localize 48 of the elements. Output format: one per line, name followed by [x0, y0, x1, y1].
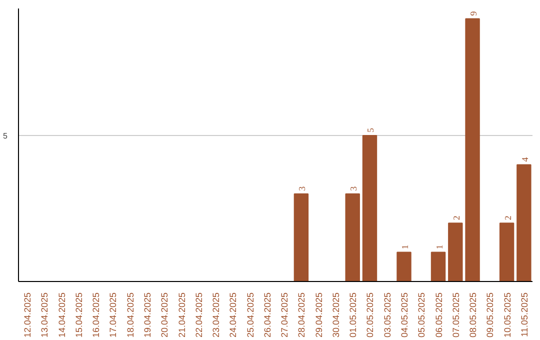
data-label: 4 [520, 156, 530, 162]
x-tick-label: 17.04.2025 [108, 292, 118, 338]
x-tick-label: 11.05.2025 [519, 292, 530, 337]
x-tick-label: 06.05.2025 [434, 292, 444, 338]
x-tick-label: 27.04.2025 [280, 292, 290, 338]
x-tick-label: 10.05.2025 [502, 292, 512, 338]
x-tick-label: 25.04.2025 [245, 292, 256, 338]
data-label: 5 [366, 128, 376, 133]
x-tick-label: 13.04.2025 [40, 292, 50, 338]
data-label: 3 [348, 186, 359, 191]
bar [448, 222, 463, 282]
data-label: 1 [434, 244, 444, 250]
x-tick-label: 09.05.2025 [485, 292, 496, 338]
data-label: 1 [400, 244, 410, 250]
x-tick-label: 15.04.2025 [74, 292, 84, 338]
x-tick-label: 04.05.2025 [400, 292, 410, 338]
data-label: 2 [502, 216, 513, 220]
x-tick-label: 03.05.2025 [382, 292, 392, 338]
x-tick-label: 21.04.2025 [176, 292, 187, 338]
x-tick-label: 08.05.2025 [468, 292, 478, 338]
bar [362, 135, 378, 282]
x-tick-label: 28.04.2025 [296, 292, 307, 338]
bar [516, 164, 532, 282]
data-label: 2 [451, 216, 462, 220]
x-tick-label: 02.05.2025 [365, 292, 376, 338]
x-tick-label: 18.04.2025 [125, 292, 136, 338]
x-tick-label: 05.05.2025 [416, 292, 427, 338]
x-tick-label: 19.04.2025 [142, 292, 152, 338]
bar [396, 252, 412, 282]
x-tick-label: 24.04.2025 [228, 292, 238, 338]
data-label: 3 [297, 186, 308, 191]
bar [294, 193, 309, 282]
x-tick-label: 20.04.2025 [160, 292, 170, 338]
x-tick-label: 22.04.2025 [194, 292, 204, 338]
x-tick-label: 23.04.2025 [211, 292, 222, 338]
bar [465, 18, 480, 282]
x-tick-label: 30.04.2025 [330, 292, 341, 338]
data-label: 9 [468, 10, 479, 16]
x-tick-label: 01.05.2025 [348, 292, 358, 338]
x-tick-label: 29.04.2025 [314, 292, 324, 338]
x-tick-label: 07.05.2025 [450, 292, 461, 338]
bar [430, 252, 446, 282]
x-tick-label: 12.04.2025 [22, 292, 33, 338]
bar [499, 222, 514, 282]
bar [345, 193, 360, 282]
x-tick-label: 14.04.2025 [56, 292, 67, 338]
x-tick-label: 16.04.2025 [91, 292, 102, 338]
x-tick-label: 26.04.2025 [262, 292, 272, 338]
